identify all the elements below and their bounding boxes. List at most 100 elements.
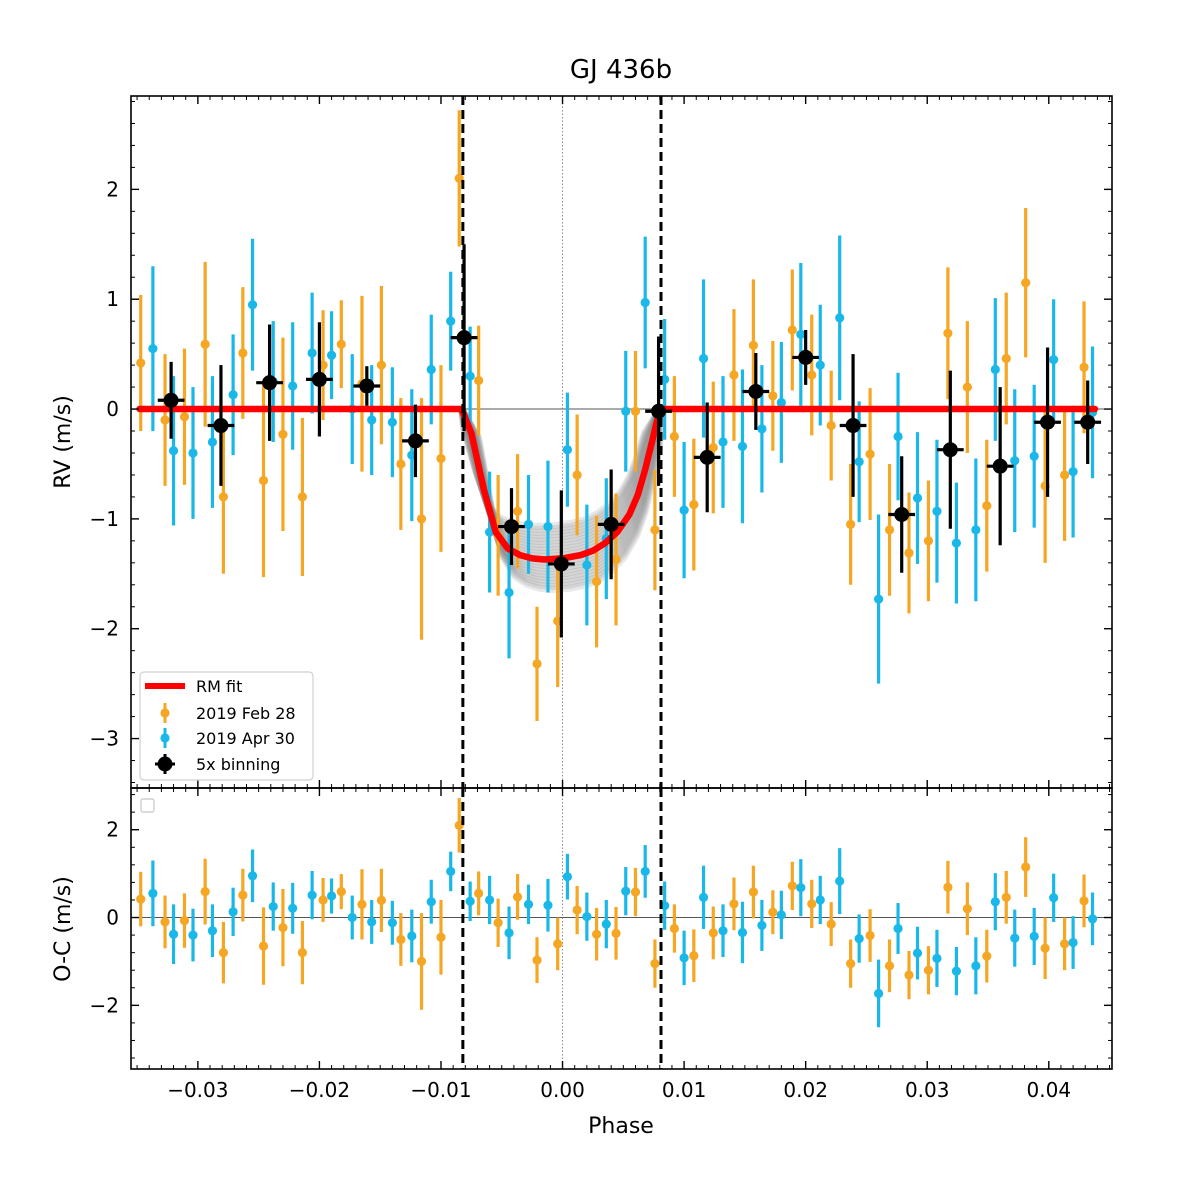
- feb-rv-point: [708, 442, 718, 453]
- apr-residual-point: [854, 933, 864, 944]
- feb-residual-point: [1001, 892, 1011, 902]
- feb-rv-point: [278, 429, 288, 439]
- feb-residual-point: [846, 959, 856, 969]
- binned-point: [992, 458, 1008, 474]
- apr-residual-point: [426, 897, 436, 907]
- apr-residual-point: [679, 953, 689, 963]
- binned-point: [845, 418, 861, 434]
- y-tick-label: 0: [106, 397, 119, 421]
- feb-rv-point: [238, 348, 248, 358]
- feb-residual-point: [865, 930, 875, 941]
- feb-rv-point: [807, 370, 817, 380]
- apr-rv-point: [148, 344, 158, 354]
- apr-rv-point: [543, 521, 553, 532]
- apr-residual-point: [1049, 893, 1059, 903]
- feb-residual-point: [689, 951, 699, 961]
- apr-residual-point: [188, 930, 198, 940]
- apr-residual-point: [874, 988, 884, 999]
- apr-rv-point: [426, 364, 436, 375]
- apr-rv-point: [582, 560, 592, 570]
- feb-residual-point: [1040, 943, 1050, 953]
- legend-bin-swatch-dot: [157, 756, 173, 772]
- legend-apr-label: 2019 Apr 30: [196, 729, 295, 748]
- feb-rv-point: [336, 339, 346, 349]
- binned-point: [553, 556, 569, 572]
- apr-residual-point: [446, 866, 456, 877]
- feb-residual-point: [1059, 939, 1070, 949]
- feb-residual-point: [136, 894, 146, 904]
- feb-residual-point: [336, 887, 346, 897]
- apr-rv-point: [815, 360, 825, 370]
- feb-residual-point: [179, 915, 190, 926]
- y-tick-label: 1: [106, 287, 119, 311]
- apr-rv-point: [307, 348, 317, 358]
- apr-rv-point: [446, 316, 456, 326]
- feb-residual-point: [826, 919, 836, 929]
- feb-rv-point: [297, 492, 308, 502]
- apr-rv-point: [1029, 451, 1039, 461]
- apr-rv-point: [288, 381, 298, 391]
- apr-residual-point: [307, 890, 317, 900]
- chart-title: GJ 436b: [570, 55, 672, 85]
- apr-rv-point: [228, 390, 238, 400]
- apr-residual-point: [247, 871, 258, 881]
- feb-rv-point: [943, 328, 953, 338]
- apr-residual-point: [621, 886, 631, 896]
- apr-rv-point: [893, 431, 903, 442]
- legend-rm-fit-label: RM fit: [196, 677, 242, 696]
- feb-residual-point: [396, 934, 406, 945]
- apr-residual-point: [523, 899, 534, 909]
- feb-rv-point: [591, 576, 602, 587]
- feb-residual-point: [357, 899, 367, 909]
- apr-rv-point: [326, 350, 337, 360]
- y-axis-label-oc: O-C (m/s): [51, 876, 76, 982]
- feb-residual-point: [982, 951, 992, 961]
- apr-rv-point: [188, 448, 198, 458]
- feb-rv-point: [669, 431, 679, 442]
- x-axis-label: Phase: [588, 1114, 654, 1139]
- legend-apr-swatch-dot: [160, 733, 170, 743]
- feb-rv-point: [1001, 353, 1011, 364]
- apr-residual-point: [718, 926, 728, 936]
- feb-rv-point: [826, 420, 836, 431]
- y-tick-label: −3: [90, 727, 119, 751]
- y-tick-label: 2: [106, 177, 119, 201]
- binned-point: [1040, 414, 1056, 430]
- apr-rv-point: [990, 364, 1000, 375]
- feb-residual-point: [436, 932, 446, 942]
- feb-residual-point: [708, 928, 718, 938]
- apr-residual-point: [168, 929, 179, 939]
- x-tick-label: −0.03: [167, 1078, 228, 1102]
- feb-rv-point: [258, 475, 269, 486]
- apr-residual-point: [485, 895, 495, 905]
- bottom-panel-frame: [130, 787, 1113, 1070]
- feb-residual-point: [218, 948, 228, 958]
- feb-residual-point: [553, 939, 563, 949]
- apr-rv-point: [951, 538, 962, 548]
- top-panel: −3 −2 −1 0 1 2: [90, 95, 1113, 789]
- apr-residual-point: [148, 888, 158, 898]
- x-tick-label: 0.03: [905, 1078, 950, 1102]
- apr-residual-point: [326, 891, 337, 901]
- y-tick-label: −2: [90, 617, 119, 641]
- apr-residual-point: [582, 912, 592, 922]
- feb-residual-point: [572, 905, 582, 915]
- feb-rv-point: [376, 360, 387, 370]
- x-tick-label: −0.01: [410, 1078, 471, 1102]
- feb-rv-point: [630, 406, 641, 416]
- feb-residual-point: [1021, 862, 1031, 872]
- feb-residual-point: [493, 918, 503, 928]
- feb-residual-point: [650, 959, 660, 969]
- legend: RM fit 2019 Feb 28 2019 Apr 30 5x binnin…: [139, 671, 314, 781]
- feb-residual-point: [787, 881, 797, 891]
- apr-rv-point: [465, 371, 475, 381]
- apr-rv-point: [1068, 467, 1078, 477]
- legend-feb-label: 2019 Feb 28: [196, 704, 296, 723]
- apr-residual-point: [815, 895, 825, 905]
- feb-residual-point: [160, 917, 170, 927]
- y-tick-label: −1: [90, 507, 119, 531]
- y-tick-label: 2: [106, 818, 119, 842]
- feb-rv-point: [846, 519, 856, 529]
- feb-residual-point: [768, 907, 778, 917]
- feb-rv-point: [689, 500, 699, 510]
